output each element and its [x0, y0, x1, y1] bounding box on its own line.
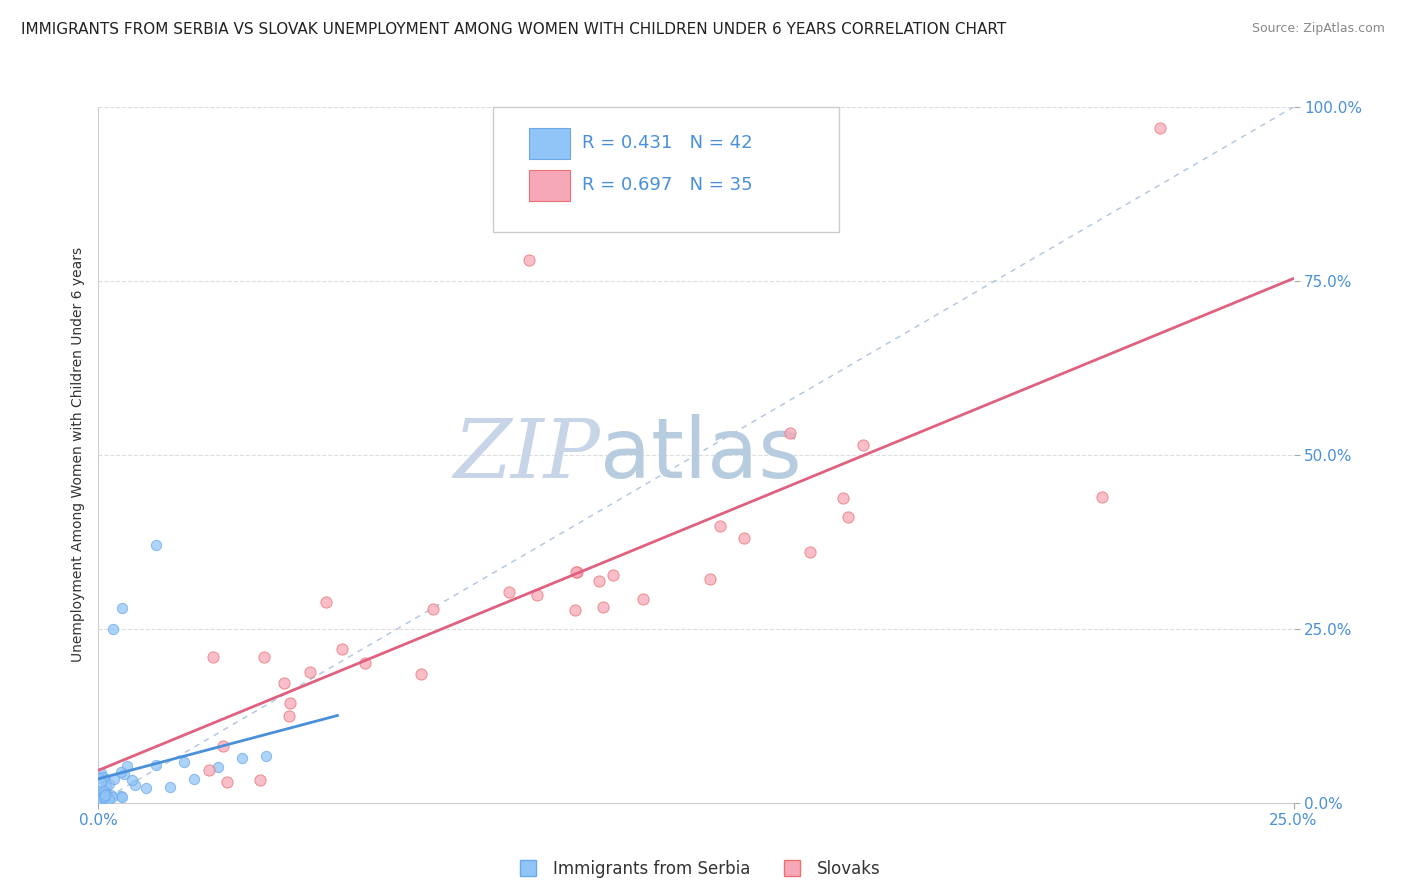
- Point: [253, 649, 276, 664]
- Y-axis label: Unemployment Among Women with Children Under 6 years: Unemployment Among Women with Children U…: [72, 247, 86, 663]
- Point: [94, 787, 117, 801]
- Point: [90, 766, 112, 780]
- Bar: [529, 128, 571, 159]
- Point: [837, 509, 859, 524]
- Point: [110, 764, 132, 779]
- Point: [159, 780, 181, 795]
- Point: [98, 792, 121, 806]
- Point: [197, 764, 219, 778]
- Point: [91, 770, 114, 784]
- Point: [411, 666, 433, 681]
- Point: [89, 792, 111, 806]
- Point: [96, 789, 118, 803]
- Point: [110, 789, 132, 803]
- Point: [100, 788, 122, 802]
- Point: [115, 759, 138, 773]
- Point: [217, 774, 239, 789]
- Point: [564, 603, 586, 617]
- Point: [90, 788, 112, 802]
- Point: [498, 585, 520, 599]
- Point: [699, 572, 721, 586]
- Point: [852, 438, 875, 452]
- Point: [121, 772, 143, 787]
- Point: [94, 785, 117, 799]
- Point: [111, 789, 134, 804]
- Point: [631, 592, 654, 607]
- Point: [565, 565, 588, 579]
- Point: [422, 602, 444, 616]
- Point: [94, 788, 117, 802]
- Text: atlas: atlas: [600, 415, 801, 495]
- Point: [173, 756, 195, 770]
- Text: Source: ZipAtlas.com: Source: ZipAtlas.com: [1251, 22, 1385, 36]
- Point: [202, 650, 225, 665]
- Point: [278, 696, 301, 710]
- Point: [277, 709, 299, 723]
- Point: [94, 772, 117, 786]
- Point: [588, 574, 610, 588]
- Point: [87, 771, 110, 785]
- Point: [89, 788, 111, 802]
- Point: [145, 538, 167, 552]
- Point: [799, 545, 821, 559]
- Point: [315, 595, 337, 609]
- Point: [135, 781, 157, 796]
- Point: [602, 567, 624, 582]
- Point: [733, 532, 755, 546]
- Text: IMMIGRANTS FROM SERBIA VS SLOVAK UNEMPLOYMENT AMONG WOMEN WITH CHILDREN UNDER 6 : IMMIGRANTS FROM SERBIA VS SLOVAK UNEMPLO…: [21, 22, 1007, 37]
- Point: [93, 790, 115, 805]
- Bar: [529, 169, 571, 201]
- Point: [779, 426, 801, 441]
- Point: [98, 777, 121, 791]
- Text: R = 0.431   N = 42: R = 0.431 N = 42: [582, 134, 754, 153]
- Point: [112, 767, 135, 781]
- Point: [94, 780, 117, 794]
- Point: [183, 772, 205, 786]
- Point: [1091, 490, 1114, 504]
- Text: R = 0.697   N = 35: R = 0.697 N = 35: [582, 176, 754, 194]
- Point: [90, 783, 112, 797]
- Legend: Immigrants from Serbia, Slovaks: Immigrants from Serbia, Slovaks: [505, 854, 887, 885]
- Point: [249, 773, 271, 788]
- Point: [124, 778, 146, 792]
- Point: [100, 789, 122, 804]
- Point: [87, 791, 110, 805]
- Point: [93, 784, 115, 798]
- Point: [254, 748, 277, 763]
- FancyBboxPatch shape: [492, 107, 839, 232]
- Point: [592, 599, 614, 614]
- Point: [517, 253, 540, 268]
- Point: [145, 758, 167, 772]
- Point: [1149, 120, 1171, 135]
- Point: [273, 675, 295, 690]
- Point: [207, 760, 229, 774]
- Point: [94, 793, 117, 807]
- Point: [565, 565, 588, 579]
- Point: [231, 751, 253, 765]
- Text: ZIP: ZIP: [454, 415, 600, 495]
- Point: [709, 519, 731, 533]
- Point: [103, 772, 125, 787]
- Point: [353, 656, 375, 670]
- Point: [212, 739, 235, 753]
- Point: [111, 601, 134, 615]
- Point: [101, 622, 124, 636]
- Point: [90, 775, 112, 789]
- Point: [90, 791, 112, 805]
- Point: [299, 665, 322, 680]
- Point: [526, 588, 548, 602]
- Point: [831, 491, 853, 506]
- Point: [330, 642, 353, 657]
